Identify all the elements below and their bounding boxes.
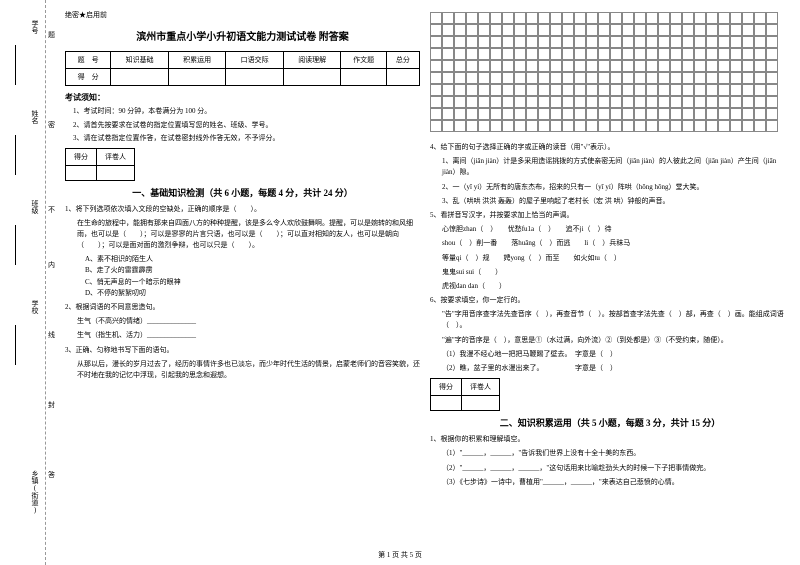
td <box>66 165 97 180</box>
section-score-table: 得分评卷人 <box>65 148 135 181</box>
seal-marker: 题 <box>48 30 55 40</box>
sidebar-label-school: 学校 <box>30 300 40 314</box>
q2-stem: 2、根据词语的不同意思造句。 <box>65 302 420 313</box>
q3-stem: 3、正确、匀称地书写下面的语句。 <box>65 345 420 356</box>
page-footer: 第 1 页 共 5 页 <box>0 550 800 560</box>
sidebar-underline <box>15 45 16 85</box>
q5-l2: shou（ ）削一番 落huāng（ ）而逃 li（ ）兵秣马 <box>442 238 790 249</box>
s2q1-l2: （2）"______，______，______，"这句话用来比喻趁劲头大的时候… <box>442 463 790 474</box>
q5-stem: 5、看拼音写汉字，并按要求加上恰当的声调。 <box>430 210 790 221</box>
td <box>462 396 500 411</box>
sidebar-label-name: 姓名 <box>30 110 40 124</box>
sidebar-underline <box>15 135 16 175</box>
s2q1-l3: （3）《七步诗》一诗中，曹植用"______，______，"来表达自己悲愤的心… <box>442 477 790 488</box>
section1-title: 一、基础知识检测（共 6 小题，每题 4 分，共计 24 分） <box>65 186 420 199</box>
q5-l1: 心惊胆zhan（ ） 忧愁fu1a（ ） 追不ji（ ）待 <box>442 224 790 235</box>
q5-l4: 鬼鬼sui sui（ ） <box>442 267 790 278</box>
q1-opt-a: A、素不相识的陌生人 <box>85 254 420 265</box>
seal-marker: 不 <box>48 205 55 215</box>
s2q1-l1: （1）"______，______，"告诉我们世界上没有十全十美的东西。 <box>442 448 790 459</box>
th: 口语交际 <box>226 52 284 69</box>
q3-body: 从那以后，漫长的岁月过去了，经历的事情许多也已淡忘，而少年时代生活的情景，启蒙老… <box>77 359 420 381</box>
confidential-label: 绝密★启用前 <box>65 10 420 20</box>
section-score-table: 得分评卷人 <box>430 378 500 411</box>
q6-stem: 6、按要求填空，你一定行的。 <box>430 295 790 306</box>
q1-stem: 1、将下列选项依次填入文段的空缺处，正确的顺序是（ ）。 <box>65 204 420 215</box>
writing-grid <box>430 12 790 132</box>
sidebar-underline <box>15 225 16 265</box>
td <box>386 69 419 86</box>
q6-l2: "遍"字的音序是（ ），意思是①（水过满，向外流）②（到处都是）③（不受约束，随… <box>442 335 790 346</box>
q4-l2: 2、一（yī yí）无所有的唐东杰布，招来的只有一（yī yí）阵哄（hōng … <box>442 182 790 193</box>
td <box>341 69 386 86</box>
s2q1-stem: 1、根据你的积累和理解填空。 <box>430 434 790 445</box>
right-column: 4、给下面的句子选择正确的字或正确的读音（用"√"表示）。 1、离间（jiān … <box>430 10 790 540</box>
th: 阅读理解 <box>283 52 341 69</box>
q4-stem: 4、给下面的句子选择正确的字或正确的读音（用"√"表示）。 <box>430 142 790 153</box>
q2-line1: 生气（不高兴的情绪）______________ <box>77 316 420 327</box>
seal-marker: 密 <box>48 120 55 130</box>
td: 得分 <box>431 379 462 396</box>
table-row: 得 分 <box>66 69 420 86</box>
q6-l1: "告"字用音序查字法先查音序（ ），再查音节（ ）。按部首查字法先查（ ）部，再… <box>442 309 790 331</box>
q4-l1: 1、离间（jiān jiàn）计是多采用造谣挑拨的方式使亲密无间（jiān ji… <box>442 156 790 178</box>
th: 知识基础 <box>111 52 169 69</box>
td <box>283 69 341 86</box>
td: 得分 <box>66 148 97 165</box>
sidebar-label-id: 学号 <box>30 20 40 34</box>
q1-opt-c: C、悄无声息的一个暗示的眼神 <box>85 277 420 288</box>
q4-l3: 3、乱（哄哄 洪洪 轰轰）的屋子里响起了老村长（宏 洪 哄）钟般的声音。 <box>442 196 790 207</box>
sidebar-underline <box>15 325 16 365</box>
seal-marker: 答 <box>48 470 55 480</box>
td <box>431 396 462 411</box>
th: 题 号 <box>66 52 111 69</box>
table-row: 题 号 知识基础 积累运用 口语交际 阅读理解 作文题 总分 <box>66 52 420 69</box>
fold-line <box>45 0 46 565</box>
score-table: 题 号 知识基础 积累运用 口语交际 阅读理解 作文题 总分 得 分 <box>65 51 420 86</box>
q5-l5: 虎视dan dan（ ） <box>442 281 790 292</box>
td <box>111 69 169 86</box>
section2-title: 二、知识积累运用（共 5 小题，每题 3 分，共计 15 分） <box>430 416 790 429</box>
td: 评卷人 <box>97 148 135 165</box>
q1-body: 在生命的旅程中，能拥有那来自四面八方的种种提醒，该是多么令人欢欣鼓舞啊。提醒，可… <box>77 218 420 252</box>
binding-sidebar: 学号 姓名 班级 学校 乡镇(街道) 题 密 不 内 线 封 答 <box>0 0 60 565</box>
th: 积累运用 <box>168 52 226 69</box>
notice-title: 考试须知： <box>65 92 420 103</box>
q1-opt-b: B、走了火的雷霆霹雳 <box>85 265 420 276</box>
td <box>226 69 284 86</box>
seal-marker: 内 <box>48 260 55 270</box>
exam-title: 滨州市重点小学小升初语文能力测试试卷 附答案 <box>65 28 420 43</box>
td: 得 分 <box>66 69 111 86</box>
th: 总分 <box>386 52 419 69</box>
td <box>168 69 226 86</box>
td: 评卷人 <box>462 379 500 396</box>
notice-item: 3、请在试卷指定位置作答，在试卷密封线外作答无效，不予评分。 <box>73 133 420 144</box>
q6-l3: （1）我漫不经心地一把把马鞭踢了壁去。 字意是（ ） <box>442 349 790 360</box>
seal-marker: 封 <box>48 400 55 410</box>
left-column: 绝密★启用前 滨州市重点小学小升初语文能力测试试卷 附答案 题 号 知识基础 积… <box>65 10 420 540</box>
sidebar-label-town: 乡镇(街道) <box>30 470 40 514</box>
q5-l3: 等量qi（ ）规 娉yong（ ）而至 如火如tu（ ） <box>442 253 790 264</box>
th: 作文题 <box>341 52 386 69</box>
notice-item: 2、请首先按要求在试卷的指定位置填写您的姓名、班级、学号。 <box>73 120 420 131</box>
q6-l4: （2）瞧，盆子里的水漫出来了。 字意是（ ） <box>442 363 790 374</box>
q1-opt-d: D、不停的絮絮叨叨 <box>85 288 420 299</box>
q2-line2: 生气（指生机、活力）______________ <box>77 330 420 341</box>
notice-item: 1、考试时间：90 分钟，本卷满分为 100 分。 <box>73 106 420 117</box>
seal-marker: 线 <box>48 330 55 340</box>
td <box>97 165 135 180</box>
sidebar-label-class: 班级 <box>30 200 40 214</box>
